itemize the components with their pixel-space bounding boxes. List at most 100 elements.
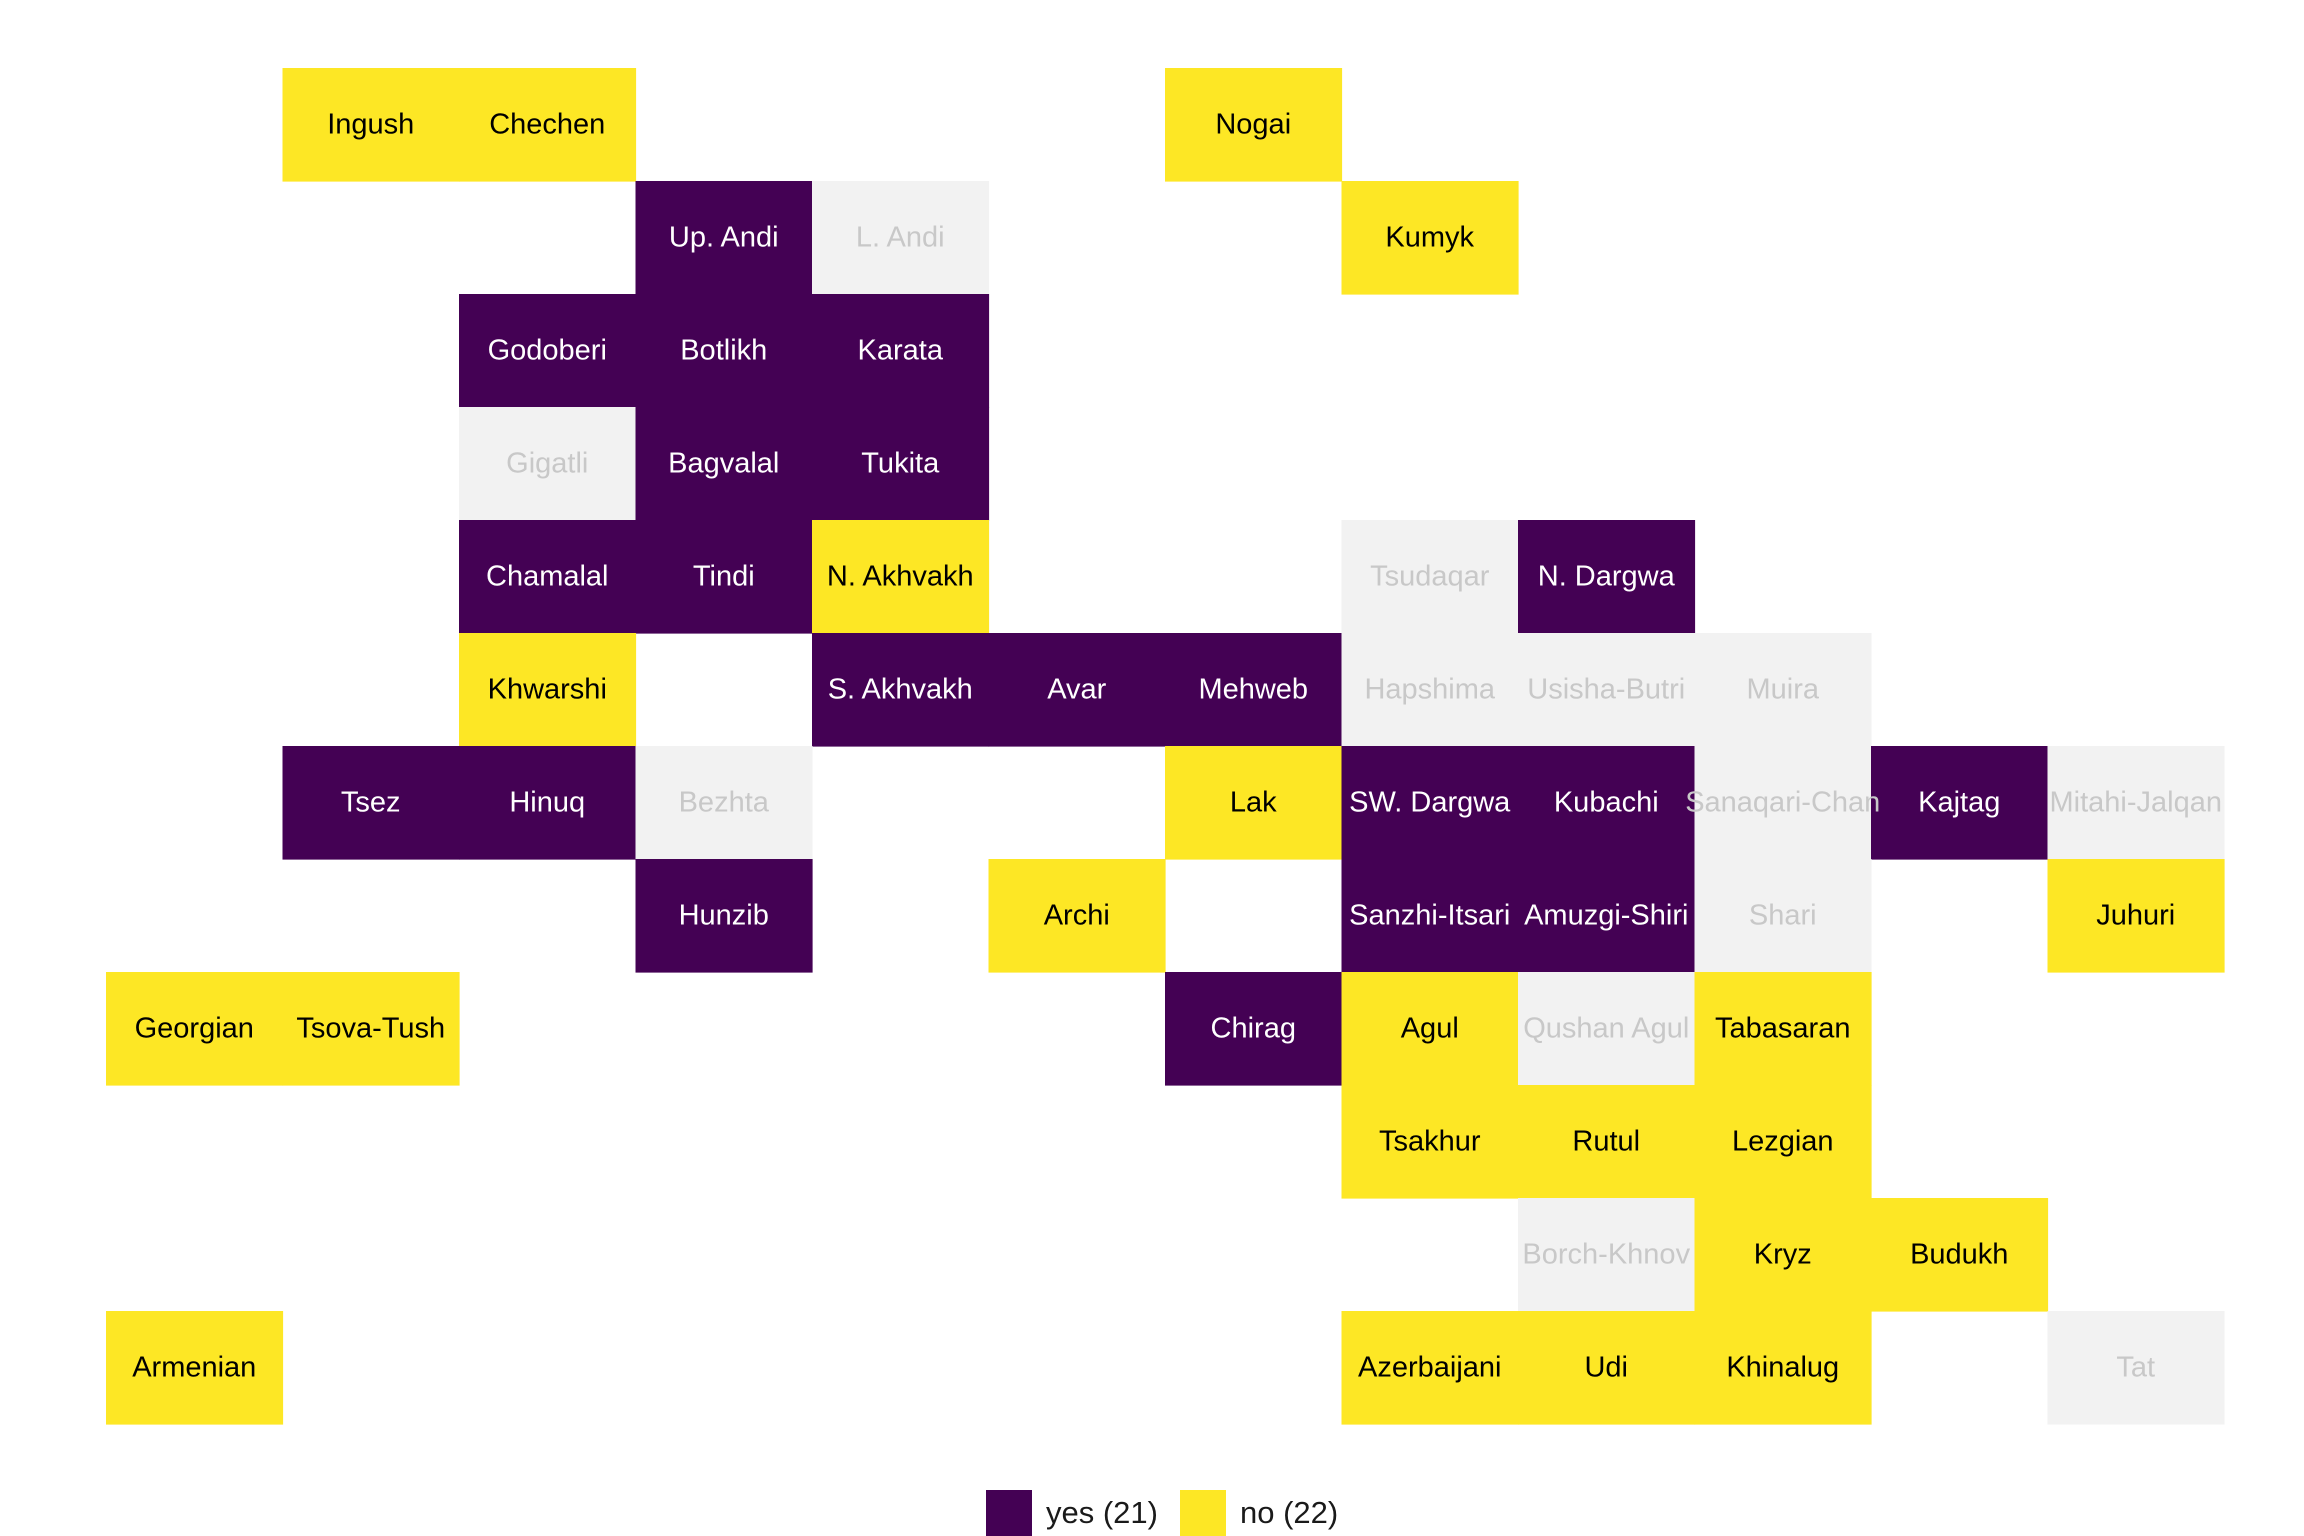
tile-label-sw-dargwa: SW. Dargwa [1349,787,1511,819]
tile-label-udi: Udi [1584,1352,1628,1384]
legend-item-no: no (22) [1180,1490,1338,1536]
tile-label-amuzgi-shiri: Amuzgi-Shiri [1524,900,1688,932]
tile-qushan-agul [1518,972,1696,1086]
tile-label-kajtag: Kajtag [1918,787,2000,819]
tile-label-kryz: Kryz [1754,1239,1812,1271]
tile-azerbaijani [1341,1311,1519,1425]
tile-label-botlikh: Botlikh [680,335,767,367]
tile-label-agul: Agul [1401,1013,1459,1045]
tile-karata [812,294,990,408]
tile-godoberi [459,294,637,408]
tile-label-qushan-agul: Qushan Agul [1523,1013,1689,1045]
tile-tsez [282,746,460,860]
tile-label-chechen: Chechen [489,109,605,141]
tile-up-andi [635,181,813,295]
tile-label-shari: Shari [1749,900,1817,932]
tile-muira [1694,633,1872,747]
tile-label-chamalal: Chamalal [486,561,609,593]
tile-armenian [106,1311,284,1425]
tile-hinuq [459,746,637,860]
tile-label-kumyk: Kumyk [1385,222,1474,254]
tile-label-bagvalal: Bagvalal [668,448,779,480]
tile-label-tabasaran: Tabasaran [1715,1013,1850,1045]
tile-tukita [812,407,990,521]
tile-borch-khnov [1518,1198,1696,1312]
tile-chamalal [459,520,637,634]
tile-shari [1694,859,1872,973]
tile-khinalug [1694,1311,1872,1425]
tile-hunzib [635,859,813,973]
tile-tsova-tush [282,972,460,1086]
tile-sw-dargwa [1341,746,1519,860]
tile-label-n-akhvakh: N. Akhvakh [827,561,974,593]
tile-bagvalal [635,407,813,521]
tile-kajtag [1871,746,2049,860]
tile-label-tukita: Tukita [861,448,940,480]
tile-mehweb [1165,633,1343,747]
tile-label-rutul: Rutul [1572,1126,1640,1158]
tile-tindi [635,520,813,634]
tile-udi [1518,1311,1696,1425]
tile-lak [1165,746,1343,860]
tile-label-tsakhur: Tsakhur [1379,1126,1481,1158]
legend-swatch-yes [986,1490,1032,1536]
tile-label-tsova-tush: Tsova-Tush [296,1013,445,1045]
tile-label-chirag: Chirag [1211,1013,1296,1045]
tile-label-sanzhi-itsari: Sanzhi-Itsari [1349,900,1510,932]
legend-label-no: no (22) [1240,1495,1339,1530]
tile-label-kubachi: Kubachi [1554,787,1659,819]
tile-juhuri [2047,859,2225,973]
tile-budukh [1871,1198,2049,1312]
tile-label-n-dargwa: N. Dargwa [1538,561,1676,593]
tile-chirag [1165,972,1343,1086]
tile-tsakhur [1341,1085,1519,1199]
tile-label-godoberi: Godoberi [488,335,607,367]
tile-lezgian [1694,1085,1872,1199]
tile-label-gigatli: Gigatli [506,448,588,480]
tile-kryz [1694,1198,1872,1312]
tile-tat [2047,1311,2225,1425]
tile-label-khwarshi: Khwarshi [488,674,607,706]
tile-nogai [1165,68,1343,182]
tile-usisha-butri [1518,633,1696,747]
tile-n-dargwa [1518,520,1696,634]
tile-khwarshi [459,633,637,747]
tile-avar [988,633,1166,747]
tile-label-borch-khnov: Borch-Khnov [1522,1239,1690,1271]
tile-sanzhi-itsari [1341,859,1519,973]
tile-label-khinalug: Khinalug [1726,1352,1839,1384]
tile-label-nogai: Nogai [1215,109,1291,141]
tile-s-akhvakh [812,633,990,747]
tile-label-armenian: Armenian [132,1352,256,1384]
tile-label-tindi: Tindi [693,561,755,593]
tile-tabasaran [1694,972,1872,1086]
tile-label-karata: Karata [858,335,944,367]
tile-tsudaqar [1341,520,1519,634]
tile-label-tat: Tat [2116,1352,2155,1384]
tile-label-georgian: Georgian [135,1013,254,1045]
tile-label-archi: Archi [1044,900,1110,932]
tile-agul [1341,972,1519,1086]
tile-l-andi [812,181,990,295]
legend-item-yes: yes (21) [986,1490,1158,1536]
tile-label-ingush: Ingush [327,109,414,141]
legend-label-yes: yes (21) [1046,1495,1158,1530]
tile-amuzgi-shiri [1518,859,1696,973]
tile-label-azerbaijani: Azerbaijani [1358,1352,1501,1384]
language-tile-map: Ingush Chechen Nogai Up. Andi L. Andi Kumyk Go… [106,68,2225,1425]
tile-label-tsudaqar: Tsudaqar [1370,561,1490,593]
tile-label-lak: Lak [1230,787,1277,819]
tile-kumyk [1341,181,1519,295]
tile-archi [988,859,1166,973]
tile-label-lezgian: Lezgian [1732,1126,1834,1158]
tile-ingush [282,68,460,182]
tile-label-budukh: Budukh [1910,1239,2008,1271]
tile-label-hapshima: Hapshima [1364,674,1495,706]
tile-n-akhvakh [812,520,990,634]
tile-label-up-andi: Up. Andi [669,222,779,254]
tile-rutul [1518,1085,1696,1199]
tile-bezhta [635,746,813,860]
tile-gigatli [459,407,637,521]
tile-botlikh [635,294,813,408]
tile-mitahi-jalqan [2047,746,2225,860]
